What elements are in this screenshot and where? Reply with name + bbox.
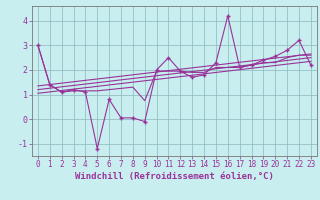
X-axis label: Windchill (Refroidissement éolien,°C): Windchill (Refroidissement éolien,°C) — [75, 172, 274, 181]
